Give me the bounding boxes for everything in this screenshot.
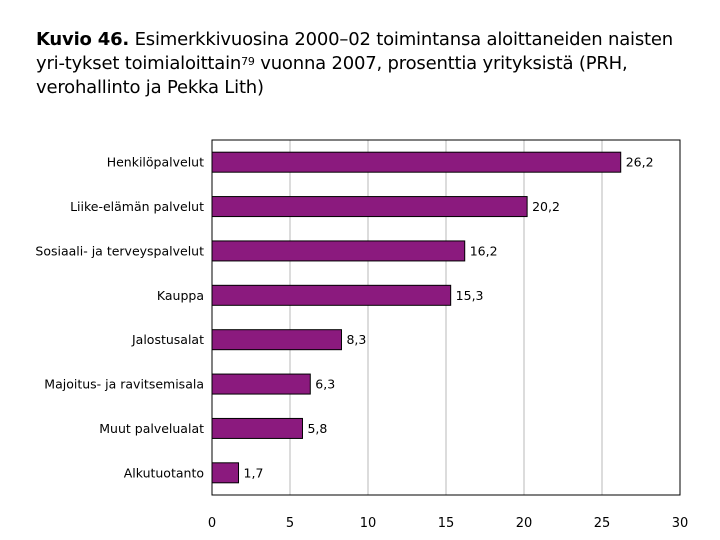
category-label: Majoitus- ja ravitsemisala bbox=[44, 377, 204, 392]
category-label: Jalostusalat bbox=[131, 332, 204, 347]
category-label: Alkutuotanto bbox=[124, 465, 204, 480]
value-label: 26,2 bbox=[626, 155, 654, 170]
figure-title: Kuvio 46. Esimerkkivuosina 2000–02 toimi… bbox=[36, 28, 696, 100]
category-labels: Henkilöpalvelut Liike-elämän palvelut Sosi… bbox=[35, 155, 204, 481]
bar bbox=[211, 196, 528, 218]
x-tick-label: 30 bbox=[672, 516, 689, 531]
x-tick-label: 15 bbox=[438, 516, 455, 531]
x-tick-label: 0 bbox=[208, 516, 216, 531]
category-label: Kauppa bbox=[157, 288, 204, 303]
bar bbox=[211, 329, 342, 351]
x-tick-label: 20 bbox=[516, 516, 533, 531]
value-label: 16,2 bbox=[470, 243, 498, 258]
x-tick-label: 10 bbox=[360, 516, 377, 531]
bar bbox=[211, 151, 622, 173]
footnote-marker: 79 bbox=[241, 55, 255, 68]
figure-number: Kuvio 46. bbox=[36, 29, 130, 50]
value-label: 8,3 bbox=[346, 332, 366, 347]
value-labels: 26,2 20,2 16,2 15,3 8,3 6,3 5,8 1,7 bbox=[244, 155, 654, 481]
value-label: 1,7 bbox=[244, 465, 264, 480]
figure-title-text-cont: vuonna 2007, prosenttia yrityksistä (PRH… bbox=[36, 53, 628, 98]
value-label: 5,8 bbox=[307, 421, 327, 436]
bars bbox=[211, 151, 622, 484]
x-axis-ticks: 0 5 10 15 20 25 30 bbox=[208, 516, 688, 531]
bar bbox=[211, 417, 303, 439]
bar bbox=[211, 373, 311, 395]
category-label: Liike-elämän palvelut bbox=[70, 199, 204, 214]
value-label: 20,2 bbox=[532, 199, 560, 214]
gridlines bbox=[289, 140, 603, 495]
bar bbox=[211, 462, 240, 484]
x-tick-label: 5 bbox=[286, 516, 294, 531]
figure-title-text: Esimerkkivuosina 2000–02 toimintansa alo… bbox=[36, 29, 673, 74]
x-tick-label: 25 bbox=[594, 516, 611, 531]
bar bbox=[211, 284, 452, 306]
value-label: 15,3 bbox=[456, 288, 484, 303]
plot-area-frame bbox=[211, 139, 681, 496]
value-label: 6,3 bbox=[315, 377, 335, 392]
category-label: Sosiaali- ja terveyspalvelut bbox=[35, 243, 204, 258]
bar bbox=[211, 240, 466, 262]
category-label: Muut palvelualat bbox=[99, 421, 204, 436]
category-label: Henkilöpalvelut bbox=[107, 155, 204, 170]
